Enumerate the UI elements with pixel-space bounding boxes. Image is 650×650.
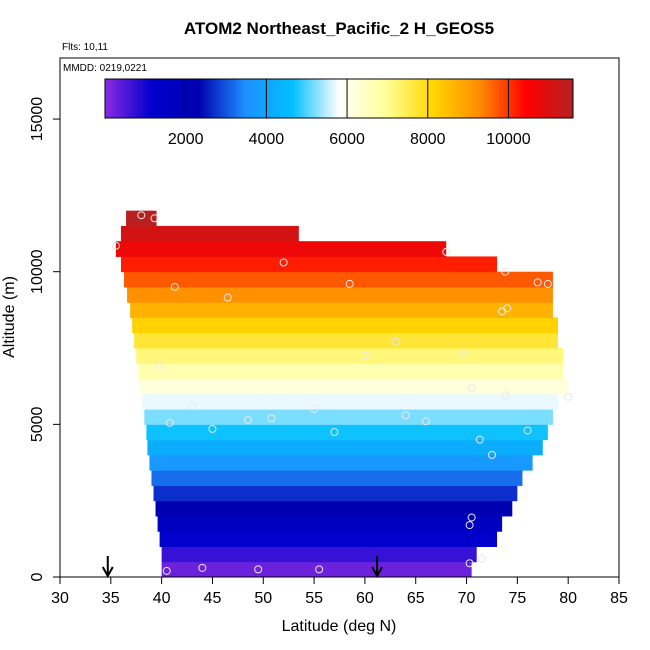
y-tick-label: 10000 bbox=[29, 249, 46, 294]
heatmap-cell bbox=[151, 470, 523, 486]
flight-marker-head bbox=[101, 566, 114, 579]
flight-point bbox=[254, 565, 263, 574]
flight-point bbox=[543, 279, 552, 288]
colorbar-tick-label: 8000 bbox=[410, 131, 446, 148]
flight-point bbox=[267, 414, 276, 423]
heatmap-cell bbox=[149, 454, 533, 471]
x-tick-label: 35 bbox=[102, 590, 120, 607]
flight-points bbox=[111, 211, 573, 575]
x-tick-label: 60 bbox=[356, 590, 374, 607]
flight-point bbox=[162, 566, 171, 575]
flight-point bbox=[442, 247, 451, 256]
flight-point bbox=[523, 426, 532, 435]
heatmap-cell bbox=[134, 332, 559, 349]
heatmap-cells bbox=[115, 210, 569, 578]
heatmap-cell bbox=[124, 271, 553, 288]
y-axis-label: Altitude (m) bbox=[1, 276, 18, 358]
x-tick-label: 75 bbox=[508, 590, 526, 607]
heatmap-cell bbox=[159, 531, 498, 547]
heatmap-cell bbox=[147, 439, 543, 456]
chart-title: ATOM2 Northeast_Pacific_2 H_GEOS5 bbox=[184, 19, 494, 38]
date-annotation: MMDD: 0219,0221 bbox=[63, 63, 147, 74]
flight-point bbox=[459, 350, 468, 359]
flight-point bbox=[564, 392, 573, 401]
heatmap-cell bbox=[132, 317, 559, 334]
x-tick-label: 55 bbox=[305, 590, 323, 607]
heatmap-cell bbox=[155, 500, 513, 517]
x-tick-label: 50 bbox=[254, 590, 272, 607]
x-tick-label: 40 bbox=[153, 590, 171, 607]
flight-point bbox=[421, 417, 430, 426]
flight-point bbox=[503, 304, 512, 313]
x-tick-label: 85 bbox=[610, 590, 628, 607]
flight-point bbox=[165, 418, 174, 427]
flight-point bbox=[188, 402, 197, 411]
x-axis-label: Latitude (deg N) bbox=[282, 618, 397, 635]
flight-point bbox=[533, 278, 542, 287]
flight-point bbox=[401, 411, 410, 420]
flight-point bbox=[137, 211, 146, 220]
heatmap-cell bbox=[138, 363, 564, 380]
flight-point bbox=[150, 214, 159, 223]
x-tick-label: 80 bbox=[559, 590, 577, 607]
x-tick-label: 30 bbox=[51, 590, 69, 607]
flights-annotation: Flts: 10,11 bbox=[62, 42, 108, 53]
heatmap-cell bbox=[161, 546, 477, 563]
flight-point bbox=[198, 563, 207, 572]
heatmap-cell bbox=[146, 424, 548, 441]
colorbar-tick-label: 4000 bbox=[249, 131, 285, 148]
flight-point bbox=[477, 554, 486, 563]
flight-point bbox=[465, 559, 474, 568]
heatmap-cell bbox=[120, 225, 299, 242]
heatmap-cell bbox=[144, 409, 553, 425]
flight-point bbox=[244, 415, 253, 424]
flight-point bbox=[360, 351, 369, 360]
y-tick-label: 0 bbox=[29, 572, 46, 581]
heatmap-cell bbox=[120, 256, 498, 273]
heatmap-cell bbox=[157, 515, 503, 532]
colorbar-tick-label: 10000 bbox=[486, 131, 531, 148]
heatmap-cell bbox=[153, 485, 518, 502]
y-tick-label: 5000 bbox=[29, 406, 46, 442]
flight-marker-head bbox=[371, 566, 383, 579]
flight-point bbox=[170, 282, 179, 291]
flight-point bbox=[465, 521, 474, 530]
flight-point bbox=[111, 241, 120, 250]
flight-point bbox=[155, 360, 164, 369]
y-tick-label: 15000 bbox=[29, 97, 46, 142]
heatmap-cell bbox=[127, 286, 553, 303]
flight-point bbox=[391, 337, 400, 346]
colorbar-gradient bbox=[104, 78, 574, 119]
x-tick-label: 70 bbox=[458, 590, 476, 607]
flight-point bbox=[345, 279, 354, 288]
flight-point bbox=[475, 435, 484, 444]
heatmap-cell bbox=[115, 241, 447, 257]
heatmap-cell bbox=[130, 302, 553, 318]
flight-point bbox=[279, 258, 288, 267]
heatmap-cell bbox=[136, 348, 564, 364]
flight-point bbox=[501, 391, 510, 400]
flight-point bbox=[208, 424, 217, 433]
flight-point bbox=[310, 405, 319, 414]
heatmap-cell bbox=[161, 561, 472, 578]
flight-point bbox=[501, 267, 510, 276]
flight-markers bbox=[101, 556, 383, 579]
y-axis: 0 5000 10000 15000 bbox=[29, 97, 60, 581]
flight-point bbox=[330, 427, 339, 436]
flight-point bbox=[223, 293, 232, 302]
colorbar-tick-label: 6000 bbox=[329, 131, 365, 148]
x-tick-label: 65 bbox=[407, 590, 425, 607]
heatmap-cell bbox=[140, 378, 569, 395]
plot-frame bbox=[59, 57, 620, 578]
flight-point bbox=[467, 513, 476, 522]
colorbar-tick-label: 2000 bbox=[168, 131, 204, 148]
heatmap-cell bbox=[142, 393, 559, 410]
colorbar: 2000 4000 6000 8000 10000 bbox=[104, 78, 574, 148]
flight-point bbox=[467, 383, 476, 392]
x-tick-label: 45 bbox=[204, 590, 222, 607]
flight-point bbox=[315, 565, 324, 574]
flight-point bbox=[487, 450, 496, 459]
x-axis: 30 35 40 45 50 55 60 65 70 75 80 85 bbox=[51, 577, 628, 607]
